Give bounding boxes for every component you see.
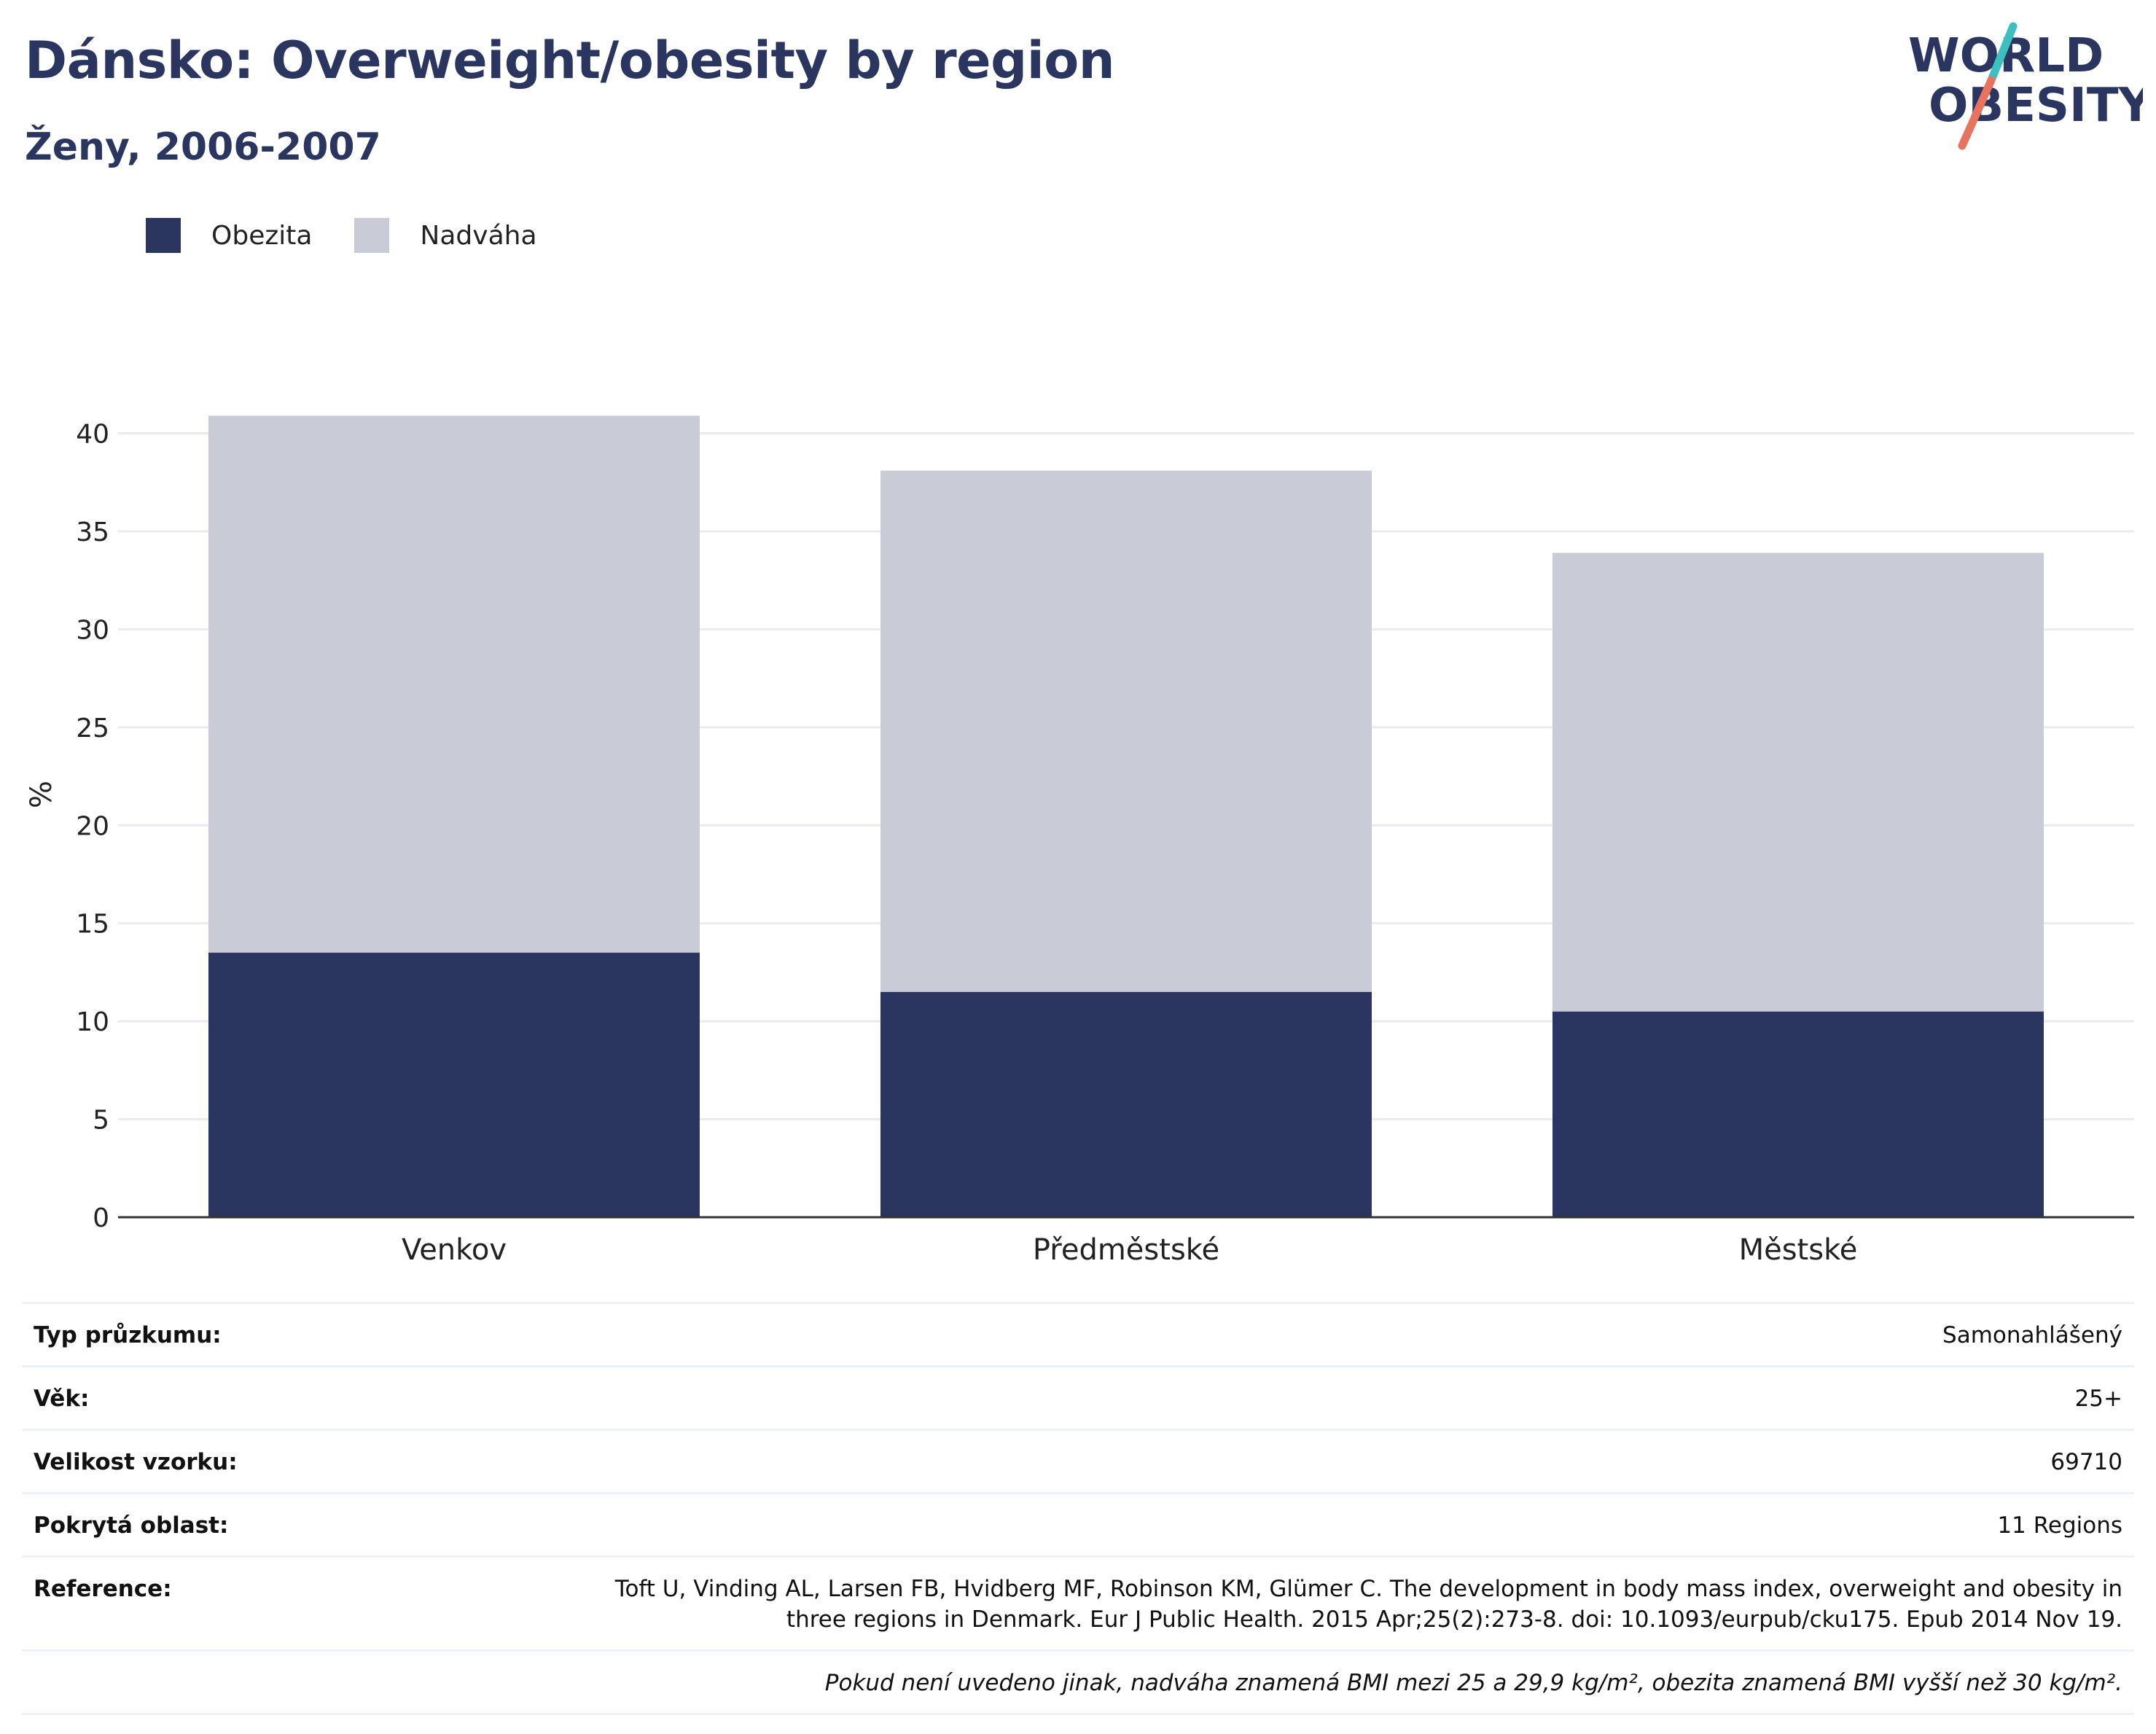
info-key: Velikost vzorku: [34,1449,238,1475]
y-tick-label: 5 [93,1106,109,1136]
info-row-reference: Reference: Toft U, Vinding AL, Larsen FB… [22,1558,2134,1652]
x-category-label: Městské [1739,1233,1858,1267]
info-value: 25+ [2074,1386,2122,1412]
legend-label-obezita: Obezita [211,220,313,251]
chart-title: Dánsko: Overweight/obesity by region [25,31,1115,90]
info-value: Toft U, Vinding AL, Larsen FB, Hvidberg … [614,1576,2122,1633]
info-key: Věk: [34,1386,90,1412]
x-category-label: Venkov [402,1233,507,1267]
y-axis-title: % [25,781,58,808]
world-obesity-logo: WORLD OBESITY [1908,22,2143,150]
logo-text-obesity: OBESITY [1929,79,2143,133]
bar-segment-obezita[interactable] [880,991,1372,1217]
y-tick-label: 25 [76,714,109,743]
info-key: Pokrytá oblast: [34,1512,229,1539]
info-value: 11 Regions [1997,1512,2122,1539]
info-key: Reference: [34,1576,172,1602]
y-tick-label: 10 [76,1007,109,1037]
info-key: Typ průzkumu: [34,1322,222,1348]
axes: 0 5 10 15 20 25 30 35 40 Venkov Předměstské Městské [76,420,2134,1267]
definition-footnote: Pokud není uvedeno jinak, nadváha znamen… [22,1652,2134,1715]
legend-swatch-nadvaha [354,218,390,253]
chart-legend: Obezita Nadváha [146,217,579,254]
info-row-age: Věk: 25+ [22,1367,2134,1431]
logo-slash-teal [1987,22,2018,85]
y-tick-label: 30 [76,615,109,645]
info-row-survey-type: Typ průzkumu: Samonahlášený [22,1304,2134,1367]
logo-slash-coral [1958,76,1996,150]
y-tick-label: 20 [76,811,109,841]
legend-item-nadvaha[interactable]: Nadváha [354,218,537,253]
bar-segment-nadvaha[interactable] [208,415,700,953]
bar-segment-nadvaha[interactable] [1552,552,2044,1012]
chart-subtitle: Ženy, 2006-2007 [25,125,381,169]
info-value: 69710 [2050,1449,2122,1475]
bars [208,415,2044,1217]
bar-segment-obezita[interactable] [208,953,700,1217]
survey-info-table: Typ průzkumu: Samonahlášený Věk: 25+ Vel… [22,1302,2134,1715]
legend-swatch-obezita [146,218,181,253]
bar-segment-nadvaha[interactable] [880,470,1372,992]
y-tick-label: 40 [76,420,109,450]
info-value: Samonahlášený [1942,1322,2122,1348]
stacked-bar-chart: 0 5 10 15 20 25 30 35 40 Venkov Předměstské Městské… [25,415,2134,1267]
legend-label-nadvaha: Nadváha [420,220,537,251]
bar-segment-obezita[interactable] [1552,1011,2044,1217]
y-tick-label: 35 [76,518,109,547]
info-row-area-covered: Pokrytá oblast: 11 Regions [22,1494,2134,1558]
legend-item-obezita[interactable]: Obezita [146,218,312,253]
y-tick-label: 15 [76,910,109,940]
info-row-sample-size: Velikost vzorku: 69710 [22,1431,2134,1494]
x-category-label: Předměstské [1033,1233,1219,1267]
y-tick-label: 0 [93,1203,109,1233]
